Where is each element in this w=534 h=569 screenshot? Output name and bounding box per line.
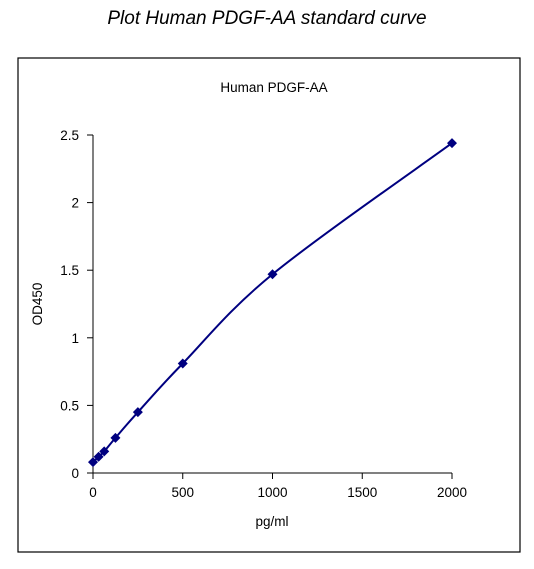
y-tick-label: 1 [71, 331, 79, 346]
data-point-marker [132, 407, 143, 418]
x-axis-label: pg/ml [255, 514, 288, 529]
y-tick-label: 1.5 [60, 263, 79, 278]
data-point-marker [447, 138, 457, 149]
chart-frame [17, 57, 521, 553]
x-tick-label: 1000 [257, 485, 287, 500]
y-tick-label: 2.5 [60, 128, 79, 143]
data-point-marker [88, 457, 98, 468]
x-tick-label: 500 [171, 485, 194, 500]
data-point-marker [110, 432, 121, 443]
x-tick-label: 2000 [437, 485, 467, 500]
y-ticks: 0 0.5 1 1.5 2 2.5 [60, 128, 93, 481]
data-points [88, 138, 457, 468]
data-point-marker [267, 269, 278, 280]
x-tick-label: 1500 [347, 485, 377, 500]
x-tick-label: 0 [89, 485, 97, 500]
chart-title: Human PDGF-AA [220, 80, 327, 95]
page-title: Plot Human PDGF-AA standard curve [107, 8, 427, 29]
data-point-marker [93, 451, 104, 462]
y-axis-label: OD450 [30, 283, 45, 326]
data-point-marker [99, 446, 110, 457]
y-tick-label: 2 [71, 196, 79, 211]
y-tick-label: 0 [71, 466, 79, 481]
y-tick-label: 0.5 [60, 398, 79, 413]
x-ticks: 0 500 1000 1500 2000 [89, 473, 467, 500]
data-point-marker [177, 358, 188, 369]
